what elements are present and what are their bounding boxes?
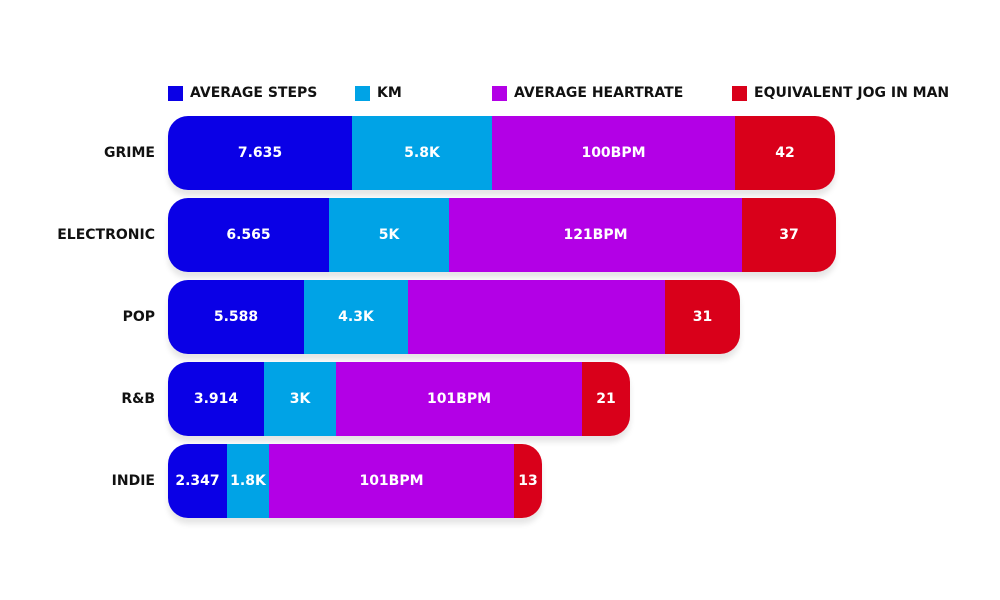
bar-segment-heartrate: 101BPM: [269, 444, 514, 518]
legend-item-km: KM: [355, 82, 402, 104]
bar-segment-km: 3K: [264, 362, 336, 436]
bar-row: 7.635 5.8K 100BPM 42: [168, 116, 835, 190]
bar-row: 5.588 4.3K 31: [168, 280, 740, 354]
bar-segment-km: 4.3K: [304, 280, 408, 354]
bar-segment-heartrate: [408, 280, 665, 354]
category-label: R&B: [121, 391, 155, 407]
legend-swatch: [492, 85, 507, 101]
bar-segment-heartrate: 101BPM: [336, 362, 582, 436]
category-label: GRIME: [104, 145, 155, 161]
bar-segment-steps: 5.588: [168, 280, 304, 354]
legend-item-heartrate: AVERAGE HEARTRATE: [492, 82, 683, 104]
category-label: POP: [122, 309, 155, 325]
legend-label: AVERAGE HEARTRATE: [514, 85, 684, 101]
bar-segment-jog: 13: [514, 444, 542, 518]
bar-segment-jog: 42: [735, 116, 835, 190]
legend-label: KM: [377, 85, 402, 101]
legend-label: AVERAGE STEPS: [190, 85, 318, 101]
bar-segment-steps: 3.914: [168, 362, 264, 436]
bar-segment-km: 1.8K: [227, 444, 269, 518]
bar-segment-heartrate: 121BPM: [449, 198, 742, 272]
legend-item-jog: EQUIVALENT JOG IN MAN: [732, 82, 949, 104]
bar-segment-jog: 21: [582, 362, 630, 436]
category-label: INDIE: [111, 473, 155, 489]
bar-row: 6.565 5K 121BPM 37: [168, 198, 836, 272]
bar-segment-jog: 31: [665, 280, 740, 354]
legend-label: EQUIVALENT JOG IN MAN: [754, 85, 950, 101]
bar-segment-jog: 37: [742, 198, 836, 272]
bar-segment-km: 5K: [329, 198, 449, 272]
legend-swatch: [732, 85, 747, 101]
bar-segment-steps: 7.635: [168, 116, 352, 190]
legend-item-steps: AVERAGE STEPS: [168, 82, 317, 104]
bar-segment-km: 5.8K: [352, 116, 492, 190]
legend-swatch: [168, 85, 183, 101]
bar-row: 2.347 1.8K 101BPM 13: [168, 444, 542, 518]
bar-segment-steps: 2.347: [168, 444, 227, 518]
bar-row: 3.914 3K 101BPM 21: [168, 362, 630, 436]
bar-segment-steps: 6.565: [168, 198, 329, 272]
bar-segment-heartrate: 100BPM: [492, 116, 735, 190]
category-label: ELECTRONIC: [57, 227, 155, 243]
legend-swatch: [355, 85, 370, 101]
